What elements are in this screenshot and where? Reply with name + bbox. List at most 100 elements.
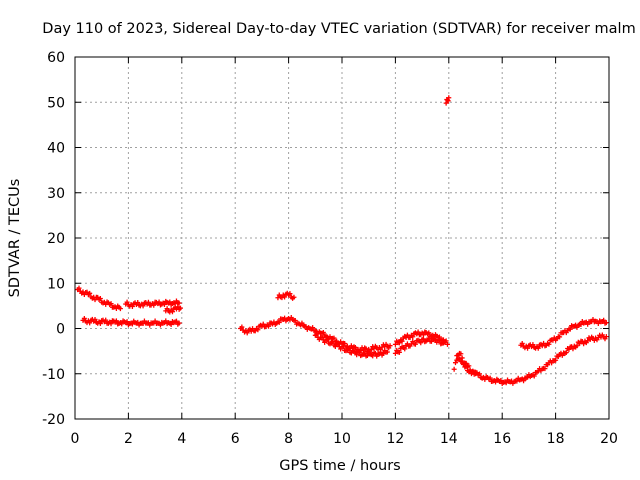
data-point (352, 344, 358, 350)
data-point (103, 317, 109, 323)
x-tick-label: 8 (284, 431, 293, 447)
data-point (446, 95, 452, 101)
data-point (445, 98, 451, 104)
y-tick-label: 0 (56, 322, 65, 338)
data-point (392, 350, 398, 356)
data-point (444, 341, 450, 347)
data-point (546, 341, 552, 347)
data-point (81, 315, 87, 321)
data-point (176, 320, 182, 326)
data-point (601, 317, 607, 323)
data-point (368, 346, 374, 352)
data-point (436, 337, 442, 343)
data-point (276, 319, 282, 325)
data-point (124, 299, 130, 305)
data-point (473, 371, 478, 377)
data-point (255, 327, 261, 333)
y-tick-label: 50 (47, 95, 65, 111)
data-point (239, 324, 245, 330)
data-point (320, 329, 326, 335)
y-tick-label: 20 (47, 231, 65, 247)
data-point (119, 321, 125, 327)
data-point (161, 301, 167, 307)
series-trace-e-hump (275, 290, 297, 301)
data-point (603, 320, 609, 326)
y-tick-label: 40 (47, 141, 65, 157)
data-point (87, 290, 93, 296)
data-point (314, 331, 320, 337)
data-point (97, 295, 103, 301)
data-point (553, 357, 559, 363)
data-point (340, 344, 346, 350)
data-point (428, 338, 434, 344)
data-point (463, 363, 469, 369)
data-point (356, 349, 362, 355)
data-point (498, 377, 504, 383)
data-point (585, 321, 591, 327)
x-tick-label: 4 (177, 431, 186, 447)
data-point (434, 339, 440, 345)
series-trace-c-lower-early (80, 315, 182, 328)
series-trace-a-upper-early (75, 285, 123, 312)
data-point (97, 321, 103, 327)
data-point (145, 299, 151, 305)
data-point (595, 320, 601, 326)
data-point (519, 340, 525, 346)
data-point (570, 346, 576, 352)
data-point (151, 302, 157, 308)
x-tick-label: 14 (440, 431, 458, 447)
data-point (440, 340, 446, 346)
data-point (169, 309, 175, 315)
data-point (135, 299, 141, 305)
data-point (525, 345, 531, 351)
data-point (330, 339, 336, 345)
data-point (603, 334, 609, 340)
data-marks (75, 95, 609, 387)
data-point (108, 321, 114, 327)
data-point (396, 349, 402, 355)
series-trace-h-evening (454, 332, 609, 387)
data-point (108, 301, 114, 307)
series-trace-f2-lower (392, 335, 446, 356)
data-point (87, 320, 93, 326)
data-point (310, 325, 316, 331)
series-trace-c2-band-lower (163, 304, 183, 315)
data-point (443, 338, 449, 344)
data-point (167, 299, 173, 305)
series-trace-i-evening-upper (518, 316, 609, 351)
x-tick-label: 10 (333, 431, 351, 447)
data-point (410, 334, 416, 340)
data-point (455, 356, 461, 362)
data-point (260, 321, 266, 327)
data-point (458, 351, 464, 357)
y-tick-label: 10 (47, 276, 65, 292)
data-point (380, 351, 386, 357)
data-point (567, 326, 573, 332)
data-point (299, 320, 305, 326)
data-point (542, 366, 548, 372)
x-axis-label: GPS time / hours (279, 458, 400, 474)
x-tick-label: 0 (71, 431, 80, 447)
data-point (585, 338, 591, 344)
data-point (412, 341, 418, 347)
x-tick-label: 20 (600, 431, 618, 447)
data-point (530, 342, 536, 348)
data-point (451, 366, 457, 372)
series-trace-j-scatter-14 (451, 350, 478, 377)
axis-ticks: 0 2 4 6 8 10 12 14 16 18 20 -20 -10 0 10 20 30 40 50 60 (42, 50, 618, 447)
data-point (514, 378, 520, 384)
data-point (331, 335, 337, 341)
data-point (396, 340, 402, 346)
data-point (129, 303, 135, 309)
data-point (135, 319, 141, 325)
data-point (163, 318, 169, 324)
x-tick-label: 16 (493, 431, 511, 447)
data-point (399, 338, 405, 344)
data-point (324, 337, 330, 343)
data-point (282, 294, 288, 300)
y-tick-label: 30 (47, 186, 65, 202)
data-point (124, 319, 130, 325)
data-point (346, 346, 352, 352)
series-trace-d-midday (238, 315, 393, 354)
data-point (177, 305, 183, 311)
